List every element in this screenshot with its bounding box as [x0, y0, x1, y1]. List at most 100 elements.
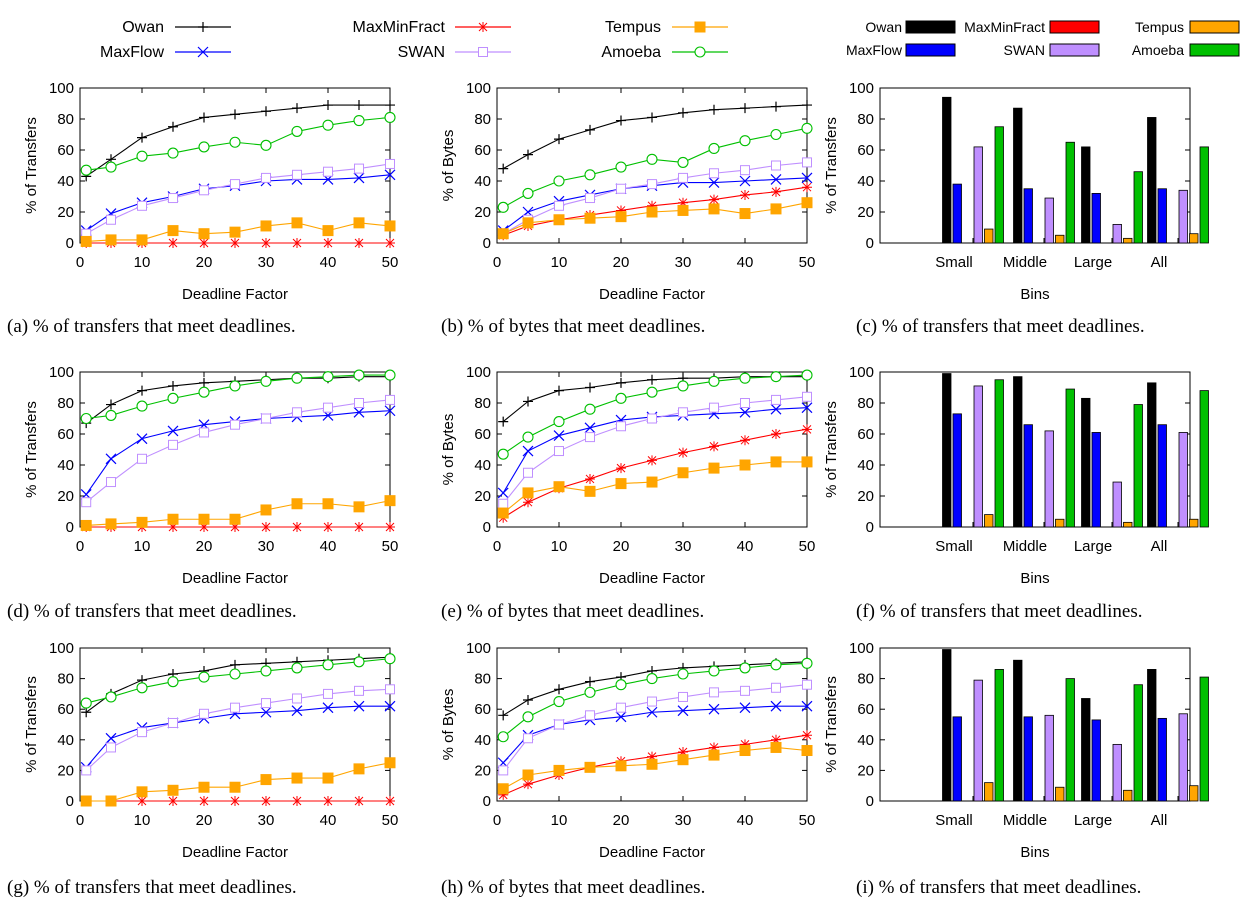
data-point-maxflow — [136, 433, 148, 445]
data-point-swan — [199, 185, 209, 196]
y-tick-label: 100 — [849, 364, 874, 381]
data-point-tempus — [708, 462, 720, 474]
x-category-label: Large — [1074, 538, 1112, 555]
plot-frame — [79, 371, 391, 528]
data-point-owan — [498, 416, 509, 427]
data-point-maxflow — [384, 405, 396, 417]
data-point-amoeba — [739, 135, 751, 147]
data-point-tempus — [522, 217, 534, 229]
data-point-maxminfract — [709, 194, 719, 205]
legend-label-maxflow: MaxFlow — [100, 44, 164, 61]
plot-frame — [879, 371, 1191, 528]
series-line-swan — [502, 396, 808, 505]
data-point-swan — [616, 183, 626, 194]
series-tempus — [80, 217, 396, 247]
data-point-maxflow — [584, 422, 596, 434]
data-point-tempus — [677, 754, 689, 766]
data-point-maxminfract — [323, 238, 333, 248]
y-tick-label: 20 — [857, 762, 874, 779]
data-point-swan — [498, 765, 509, 776]
data-point-swan — [292, 407, 302, 418]
x-tick-label: 40 — [320, 538, 337, 555]
y-tick-label: 80 — [57, 671, 74, 688]
bar-legend-entry-tempus: Tempus — [1135, 19, 1240, 35]
data-point-maxflow — [801, 172, 813, 184]
x-tick-label: 30 — [675, 538, 692, 555]
bar-amoeba-middle — [1065, 388, 1075, 528]
series-amoeba — [80, 653, 396, 709]
data-point-tempus — [770, 741, 782, 753]
data-point-maxminfract — [771, 186, 781, 197]
y-tick-label: 20 — [57, 488, 74, 505]
data-point-maxminfract — [647, 751, 657, 762]
x-tick-label: 40 — [737, 254, 754, 271]
data-point-swan — [385, 394, 395, 405]
y-tick-label: 40 — [857, 732, 874, 749]
data-point-maxminfract — [740, 739, 750, 750]
series-owan — [81, 100, 395, 182]
bar-legend-label-owan: Owan — [865, 19, 902, 35]
y-axis-label: % of Bytes — [440, 130, 457, 202]
data-point-swan — [554, 200, 564, 211]
data-point-amoeba — [497, 201, 509, 213]
data-point-maxminfract — [168, 238, 178, 248]
y-tick-label: 100 — [466, 364, 491, 381]
bar-swan-large — [1112, 743, 1122, 802]
data-point-maxminfract — [385, 522, 395, 532]
data-point-maxflow — [739, 702, 751, 714]
data-point-owan — [585, 676, 595, 687]
data-point-owan — [771, 101, 781, 112]
data-point-amoeba — [136, 682, 148, 694]
data-point-amoeba — [260, 375, 272, 387]
x-tick-label: 10 — [134, 812, 151, 829]
data-point-maxminfract — [199, 238, 209, 248]
series-maxflow — [497, 700, 813, 769]
data-point-maxflow — [322, 702, 334, 714]
data-point-swan — [771, 160, 781, 171]
data-point-maxminfract — [137, 796, 147, 806]
x-category-label: Small — [935, 812, 973, 829]
bar-owan-all — [1147, 382, 1157, 528]
y-tick-label: 0 — [866, 235, 874, 252]
data-point-amoeba — [136, 150, 148, 162]
data-point-swan — [802, 391, 812, 402]
data-point-maxminfract — [199, 522, 209, 532]
bar-amoeba-middle — [1065, 678, 1075, 802]
bar-tempus-all — [1189, 518, 1199, 528]
data-point-owan — [523, 695, 533, 706]
plot-frame — [879, 87, 1191, 244]
bar-maxflow-small — [952, 716, 962, 802]
x-tick-label: 0 — [76, 812, 84, 829]
series-swan — [498, 157, 812, 239]
data-point-owan — [354, 100, 364, 111]
data-point-swan — [585, 710, 595, 721]
y-tick-label: 20 — [474, 204, 491, 221]
x-tick-label: 20 — [196, 254, 213, 271]
series-maxminfract — [81, 796, 395, 806]
data-point-maxminfract — [771, 734, 781, 745]
bar-maxflow-middle — [1023, 188, 1033, 244]
y-tick-label: 60 — [57, 142, 74, 159]
data-point-maxflow — [801, 700, 813, 712]
data-point-tempus — [708, 749, 720, 761]
data-point-tempus — [801, 745, 813, 757]
x-axis-label: Deadline Factor — [182, 844, 288, 861]
data-point-tempus — [553, 764, 565, 776]
data-point-maxminfract — [709, 742, 719, 753]
data-point-tempus — [80, 519, 92, 531]
data-point-maxminfract — [585, 473, 595, 484]
legend-label-maxminfract: MaxMinFract — [353, 19, 446, 36]
data-point-maxflow — [353, 406, 365, 418]
data-point-maxminfract — [616, 205, 626, 216]
y-tick-label: 80 — [857, 671, 874, 688]
data-point-amoeba — [80, 164, 92, 176]
data-point-swan — [802, 157, 812, 168]
series-owan — [81, 371, 395, 429]
data-point-tempus — [553, 481, 565, 493]
data-point-owan — [199, 112, 209, 123]
data-point-tempus — [229, 513, 241, 525]
data-point-tempus — [291, 217, 303, 229]
legend-label-tempus: Tempus — [605, 19, 661, 36]
data-point-amoeba — [229, 668, 241, 680]
